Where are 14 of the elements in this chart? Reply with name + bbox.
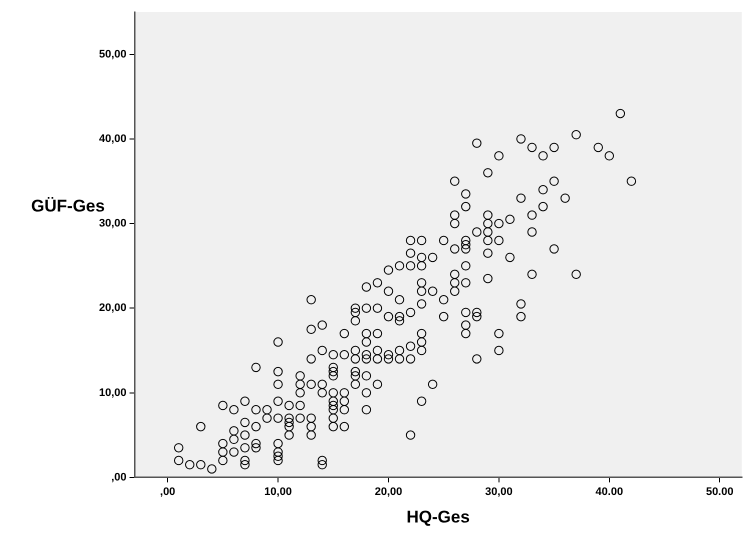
y-tick-label: 50,00 — [98, 48, 127, 60]
x-tick-label: 20,00 — [374, 486, 402, 498]
y-tick-label: 40,00 — [98, 132, 127, 145]
x-tick-label: ,00 — [160, 486, 176, 498]
y-tick-label: 30,00 — [98, 218, 127, 230]
x-tick-label: 30,00 — [485, 486, 513, 498]
y-axis-title: GÜF-Ges — [31, 196, 105, 216]
x-tick-label: 10,00 — [264, 486, 292, 498]
y-tick-label: 20,00 — [98, 302, 127, 314]
x-tick-label: 50.00 — [706, 486, 734, 498]
y-tick-label: 10,00 — [98, 386, 127, 399]
x-axis-title: HQ-Ges — [406, 507, 470, 526]
x-tick-label: 40.00 — [596, 486, 624, 498]
y-tick-label: ,00 — [111, 471, 127, 484]
